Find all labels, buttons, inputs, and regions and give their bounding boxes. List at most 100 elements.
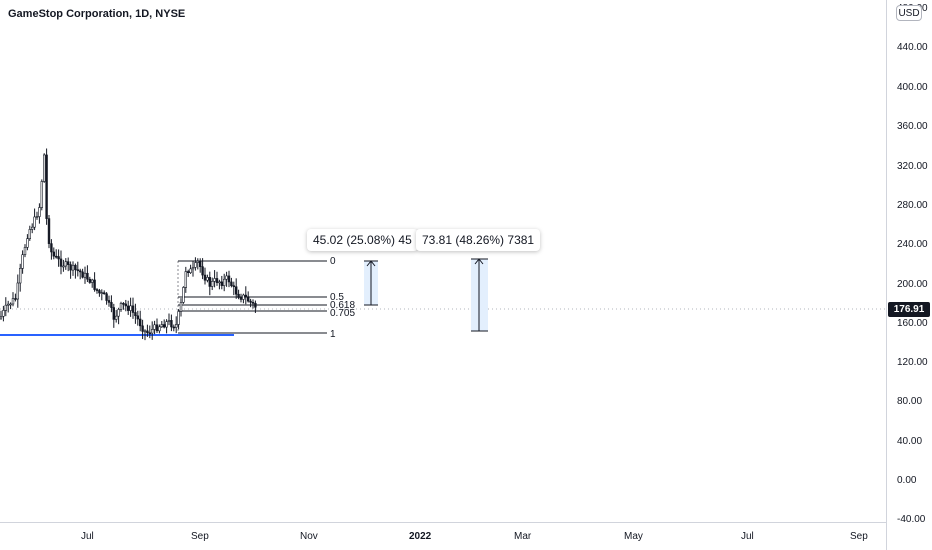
candle-body — [232, 285, 235, 288]
price-tick: 360.00 — [897, 121, 928, 132]
candle-body — [239, 297, 243, 300]
candle-body — [189, 268, 192, 273]
time-axis[interactable]: Jul Sep Nov 2022 Mar May Jul Sep — [0, 522, 886, 550]
price-tick: 240.00 — [897, 239, 928, 250]
candle-body — [227, 275, 231, 283]
chart-area[interactable]: 0 0.5 0.618 0.705 1 GameStop Corporation… — [0, 0, 886, 522]
candle-body — [155, 324, 159, 332]
candle-body — [71, 264, 75, 271]
price-tick: 0.00 — [897, 475, 917, 486]
candle-body — [76, 269, 80, 272]
candle-body — [160, 324, 163, 328]
candle-body — [235, 286, 238, 295]
candle-body — [201, 266, 204, 276]
candle-body — [254, 302, 257, 308]
price-axis[interactable]: 480.00 440.00 400.00 360.00 320.00 280.0… — [886, 0, 932, 550]
candle-body — [62, 265, 65, 268]
fib-label-0.705: 0.705 — [330, 308, 355, 319]
price-tick: 120.00 — [897, 357, 928, 368]
candle-body — [26, 238, 29, 248]
candle-body — [122, 302, 125, 305]
candle-body — [107, 300, 111, 303]
price-range-measure-2[interactable] — [471, 258, 488, 332]
candle-body — [223, 278, 226, 286]
price-tick: 320.00 — [897, 161, 928, 172]
currency-button[interactable]: USD — [896, 5, 922, 21]
candle-body — [112, 307, 116, 320]
candle-body — [4, 304, 8, 311]
measure-1-label: 45.02 (25.08%) 45 — [307, 229, 418, 251]
candlestick-series — [0, 148, 257, 341]
candle-body — [105, 293, 108, 301]
candle-body — [141, 325, 144, 332]
candle-body — [18, 268, 22, 284]
candle-body — [127, 305, 130, 311]
candle-body — [206, 277, 209, 281]
candle-body — [203, 274, 207, 281]
price-chart[interactable]: 0 0.5 0.618 0.705 1 — [0, 0, 886, 522]
candle-body — [208, 277, 211, 287]
candle-body — [16, 282, 19, 300]
fib-label-0.5: 0.5 — [330, 292, 344, 303]
price-tick: 40.00 — [897, 436, 923, 447]
candle-body — [151, 329, 154, 334]
candle-body — [194, 262, 197, 268]
price-range-measure-1[interactable] — [364, 260, 378, 306]
price-tick: 440.00 — [897, 42, 928, 53]
candle-body — [117, 309, 120, 317]
candle-body — [251, 302, 255, 304]
time-tick: Sep — [850, 531, 868, 542]
candle-body — [136, 315, 139, 320]
candle-body — [83, 272, 87, 278]
candle-body — [158, 326, 161, 332]
candle-body — [170, 320, 173, 328]
candle-body — [50, 243, 53, 253]
price-tick: 280.00 — [897, 200, 928, 211]
candle-body — [95, 289, 99, 291]
candle-body — [247, 296, 250, 302]
candle-body — [23, 247, 27, 256]
candle-body — [177, 311, 180, 325]
candle-body — [35, 216, 39, 218]
time-tick: Jul — [81, 531, 94, 542]
candle-body — [79, 270, 82, 273]
candle-body — [167, 320, 171, 322]
candle-body — [225, 275, 228, 280]
candle-body — [38, 207, 41, 217]
candle-body — [218, 281, 221, 284]
candle-body — [172, 326, 175, 329]
candle-body — [14, 298, 17, 300]
candle-body — [47, 218, 51, 244]
candle-body — [93, 279, 96, 290]
candle-body — [88, 278, 92, 283]
candle-body — [153, 324, 156, 330]
candle-body — [237, 293, 240, 298]
candle-body — [28, 229, 31, 239]
candle-body — [143, 330, 147, 333]
candle-body — [213, 278, 216, 282]
time-tick: Jul — [741, 531, 754, 542]
candle-body — [220, 281, 223, 286]
price-tick: 200.00 — [897, 279, 928, 290]
candle-body — [163, 324, 166, 328]
candle-body — [40, 181, 44, 208]
candle-body — [165, 321, 168, 328]
candle-body — [119, 302, 123, 310]
candle-body — [9, 303, 12, 306]
candle-body — [196, 260, 199, 263]
candle-body — [146, 330, 149, 334]
candle-body — [211, 281, 214, 287]
candle-body — [199, 260, 202, 268]
candle-body — [33, 216, 36, 228]
candle-body — [115, 315, 118, 320]
price-tick: -40.00 — [897, 514, 926, 525]
time-tick: Mar — [514, 531, 532, 542]
candle-body — [110, 302, 113, 308]
candle-body — [230, 281, 233, 286]
fib-label-0: 0 — [330, 256, 336, 267]
candle-body — [64, 261, 68, 267]
fib-label-0.618: 0.618 — [330, 300, 355, 311]
last-price-tag: 176.91 — [888, 302, 930, 317]
candle-body — [2, 310, 5, 317]
time-tick: 2022 — [409, 531, 432, 542]
